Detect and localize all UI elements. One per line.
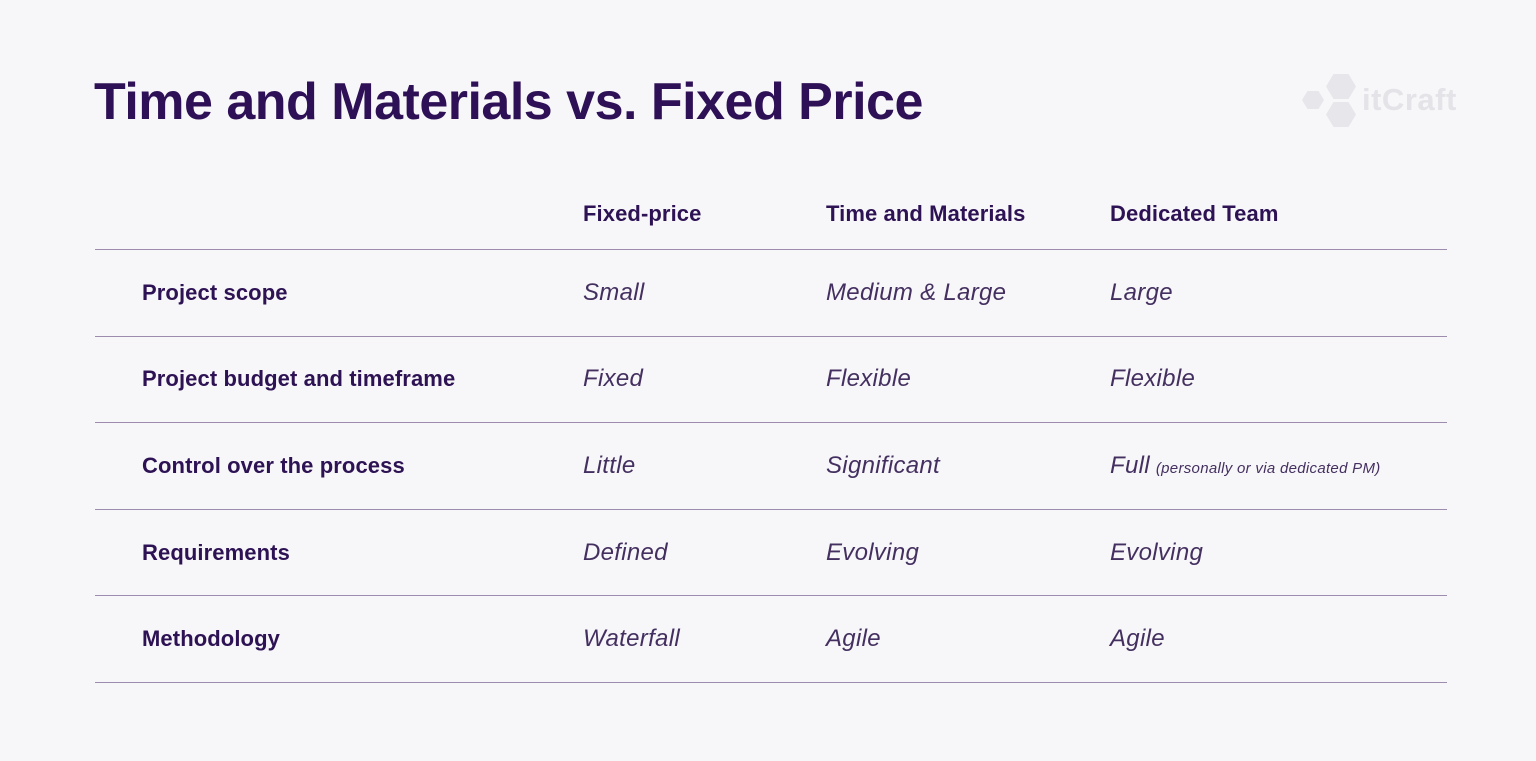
- cell-dedicated-team: Large: [1110, 278, 1173, 306]
- itcraft-logo: itCraft: [1302, 72, 1457, 128]
- table-row-project-scope: Project scope Small Medium & Large Large: [95, 250, 1447, 337]
- cell-time-and-materials: Significant: [826, 451, 941, 479]
- table-header-row: Fixed-price Time and Materials Dedicated…: [95, 178, 1447, 250]
- table-row-requirements: Requirements Defined Evolving Evolving: [95, 510, 1447, 597]
- hexagon-left-icon: [1302, 91, 1324, 109]
- cell-dedicated-team: Agile: [1110, 625, 1165, 653]
- cell-dedicated-team: Flexible: [1110, 365, 1196, 393]
- cell-fixed-price: Fixed: [583, 365, 644, 393]
- row-label: Methodology: [142, 626, 280, 652]
- cell-dedicated-team: Evolving: [1110, 538, 1204, 566]
- column-header-fixed-price: Fixed-price: [583, 200, 702, 226]
- cell-dedicated-team: Full (personally or via dedicated PM): [1110, 452, 1447, 480]
- cell-note: (personally or via dedicated PM): [1155, 459, 1381, 477]
- cell-time-and-materials: Agile: [826, 625, 881, 653]
- cell-fixed-price: Small: [583, 278, 645, 306]
- cell-value: Full: [1110, 451, 1150, 479]
- row-label: Control over the process: [142, 452, 405, 478]
- logo-wordmark: itCraft: [1362, 82, 1457, 117]
- table-row-control-over-process: Control over the process Little Signific…: [95, 423, 1447, 510]
- hexagons-logo-icon: [1302, 72, 1357, 128]
- comparison-table: Fixed-price Time and Materials Dedicated…: [95, 178, 1447, 683]
- table-row-methodology: Methodology Waterfall Agile Agile: [95, 596, 1447, 683]
- cell-fixed-price: Little: [583, 451, 636, 479]
- column-header-time-and-materials: Time and Materials: [826, 200, 1026, 226]
- cell-fixed-price: Defined: [583, 538, 668, 566]
- row-label: Project budget and timeframe: [142, 366, 456, 392]
- row-label: Requirements: [142, 539, 290, 565]
- table-row-budget-timeframe: Project budget and timeframe Fixed Flexi…: [95, 337, 1447, 424]
- row-label: Project scope: [142, 279, 288, 305]
- cell-time-and-materials: Evolving: [826, 538, 920, 566]
- column-header-dedicated-team: Dedicated Team: [1110, 200, 1279, 226]
- hexagon-top-icon: [1326, 74, 1356, 99]
- cell-time-and-materials: Medium & Large: [826, 278, 1007, 306]
- page-title: Time and Materials vs. Fixed Price: [94, 73, 923, 131]
- cell-fixed-price: Waterfall: [583, 625, 680, 653]
- hexagon-bottom-icon: [1326, 102, 1356, 127]
- cell-time-and-materials: Flexible: [826, 365, 912, 393]
